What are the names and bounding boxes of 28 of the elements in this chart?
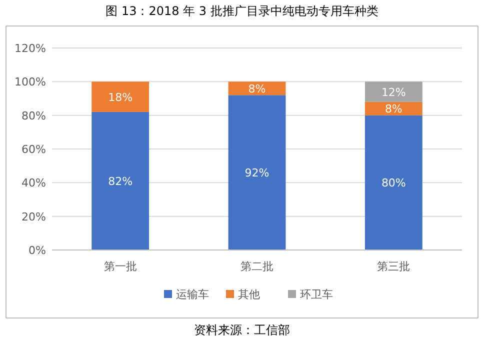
data-label: 8% xyxy=(248,82,266,96)
y-tick-label: 40% xyxy=(22,176,46,190)
y-tick-label: 60% xyxy=(22,143,46,156)
legend-label: 其他 xyxy=(238,288,260,301)
data-label: 82% xyxy=(108,174,133,188)
legend-label: 环卫车 xyxy=(300,288,333,301)
y-tick-label: 80% xyxy=(22,109,46,122)
data-label: 80% xyxy=(381,176,406,190)
bar xyxy=(92,82,150,112)
legend-label: 运输车 xyxy=(176,288,209,301)
y-tick-label: 120% xyxy=(14,42,46,55)
x-tick-label: 第三批 xyxy=(377,260,410,273)
data-label: 92% xyxy=(244,166,270,180)
bar xyxy=(364,82,422,102)
y-tick-label: 20% xyxy=(22,210,46,224)
data-label: 12% xyxy=(381,86,406,99)
bar xyxy=(228,95,286,250)
chart-title: 图 13：2018 年 3 批推广目录中纯电动专用车种类 xyxy=(106,4,378,18)
data-label: 18% xyxy=(108,90,133,104)
bar xyxy=(364,115,422,250)
x-tick-label: 第二批 xyxy=(240,260,274,273)
bar xyxy=(92,112,150,250)
x-tick-label: 第一批 xyxy=(104,260,137,273)
y-tick-label: 100% xyxy=(14,76,46,89)
bar xyxy=(364,102,422,116)
text: 资料来源：工信部 xyxy=(194,323,290,337)
data-label: 8% xyxy=(384,102,402,116)
y-tick-label: 0% xyxy=(28,244,46,257)
